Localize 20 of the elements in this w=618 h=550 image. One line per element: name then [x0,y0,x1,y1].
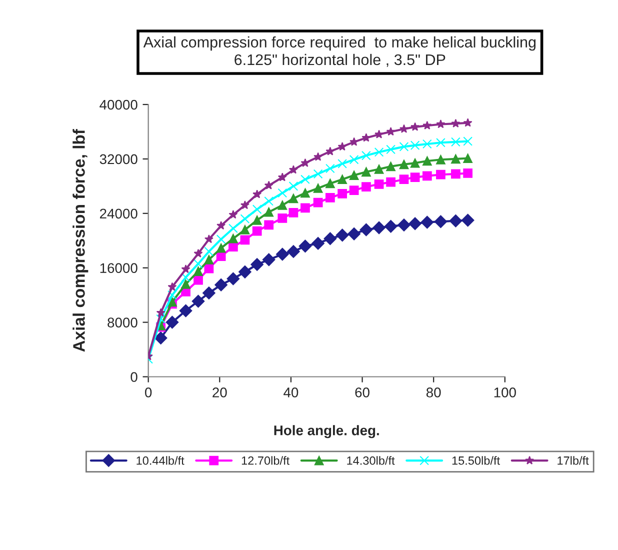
x-tick-label: 100 [494,388,516,398]
legend-label: 12.70lb/ft [242,456,290,465]
y-tick-label: 24000 [100,208,138,219]
y-tick-label: 32000 [100,154,138,164]
legend-label: 17lb/ft [558,456,589,465]
x-tick-label: 40 [284,388,298,398]
x-tick-label: 0 [145,388,152,398]
y-axis-title: Axial compression force, lbf [72,128,88,352]
y-tick-label: 8000 [108,318,138,328]
legend-label: 15.50lb/ft [452,456,500,465]
y-tick-label: 16000 [100,263,138,274]
legend-label: 14.30lb/ft [347,456,395,465]
y-tick-label: 0 [130,372,138,382]
legend-label: 10.44lb/ft [136,456,184,465]
y-tick-label: 40000 [100,100,138,110]
x-tick-label: 20 [212,388,227,398]
x-axis-title: Hole angle. deg. [274,425,379,438]
chart-title: Axial compression force required to make helical buckling 6.125" horizontal hole , 3.5" DP [143,36,536,67]
x-tick-label: 60 [355,388,370,398]
x-tick-label: 80 [426,388,441,398]
